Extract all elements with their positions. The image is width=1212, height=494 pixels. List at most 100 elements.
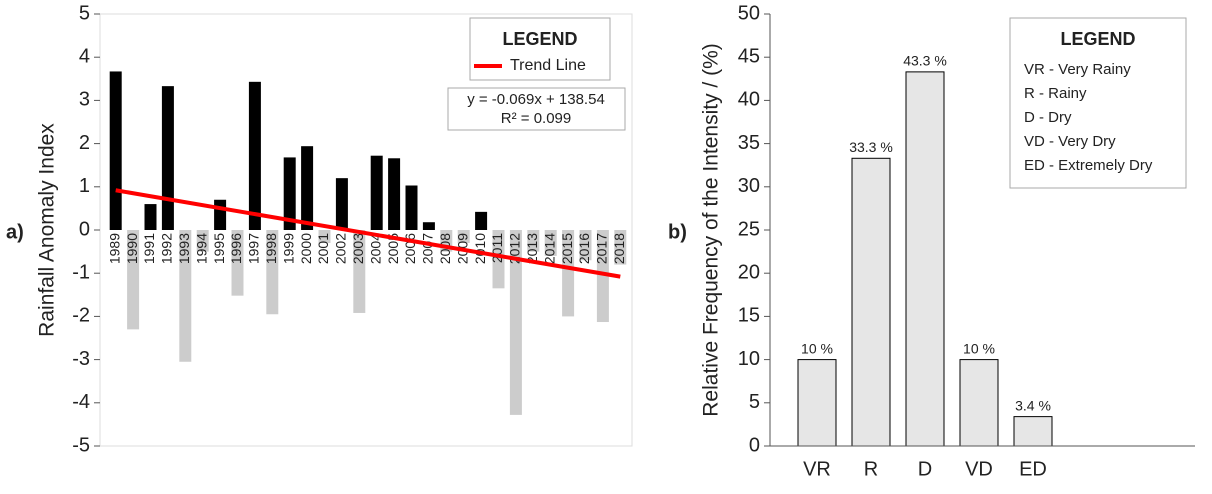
legend-entry: VR - Very Rainy xyxy=(1024,61,1131,78)
bar xyxy=(405,185,418,230)
bar xyxy=(509,230,522,415)
x-tick-label: 2013 xyxy=(524,233,540,264)
bar xyxy=(959,359,999,447)
x-tick-label: 1996 xyxy=(228,233,244,264)
x-tick-label: 2010 xyxy=(472,233,488,264)
legend-entry: VD - Very Dry xyxy=(1024,133,1116,150)
x-tick-label: D xyxy=(918,458,932,480)
bar xyxy=(370,155,383,230)
x-tick-label: 2003 xyxy=(350,233,366,264)
bar xyxy=(231,230,244,296)
legend-box xyxy=(1009,17,1187,189)
legend-box xyxy=(469,17,611,81)
bar xyxy=(457,230,470,243)
bar xyxy=(127,230,140,330)
data-label: 3.4 % xyxy=(1015,397,1051,413)
y-axis-label: Relative Frequency of the Intensity / (%… xyxy=(700,43,723,417)
x-tick-label: VR xyxy=(803,458,831,480)
x-tick-label: 2001 xyxy=(315,233,331,264)
y-tick-label: 3 xyxy=(79,89,90,111)
bar xyxy=(161,86,174,230)
y-tick-label: 25 xyxy=(738,218,760,240)
bar xyxy=(283,157,296,230)
bar xyxy=(527,230,540,252)
x-tick-label: 2017 xyxy=(594,233,610,264)
y-axis-label: Rainfall Anomaly Index xyxy=(36,123,59,337)
bar xyxy=(851,157,891,447)
y-tick-label: 10 xyxy=(738,348,760,370)
x-tick-label: 1995 xyxy=(211,233,227,264)
trend-line xyxy=(115,188,621,279)
legend-title: LEGEND xyxy=(502,29,577,49)
data-label: 43.3 % xyxy=(903,53,947,69)
equation-box xyxy=(447,87,626,131)
bar xyxy=(196,230,209,252)
panel-label: b) xyxy=(668,221,687,243)
y-tick-label: 1 xyxy=(79,175,90,197)
bar xyxy=(301,146,314,230)
y-tick-label: -2 xyxy=(72,305,90,327)
x-tick-label: 2004 xyxy=(367,233,383,264)
bar xyxy=(596,230,609,323)
bar xyxy=(614,230,627,265)
y-tick-label: 5 xyxy=(749,391,760,413)
y-tick-label: -4 xyxy=(72,391,90,413)
bar xyxy=(248,81,261,230)
x-tick-label: 1998 xyxy=(263,233,279,264)
legend-entry: ED - Extremely Dry xyxy=(1024,157,1153,174)
y-tick-label: 0 xyxy=(749,434,760,456)
x-tick-label: 2015 xyxy=(559,233,575,264)
y-tick-label: -3 xyxy=(72,348,90,370)
x-tick-label: 1991 xyxy=(141,233,157,264)
data-label: 10 % xyxy=(963,340,995,356)
bar xyxy=(475,211,488,230)
x-tick-label: 2007 xyxy=(420,233,436,264)
bar xyxy=(492,230,505,289)
bar xyxy=(905,71,945,447)
y-tick-label: -5 xyxy=(72,434,90,456)
bar xyxy=(562,230,575,317)
y-tick-label: 45 xyxy=(738,45,760,67)
annotation: y = -0.069x + 138.54 xyxy=(467,91,605,108)
x-tick-label: 1992 xyxy=(159,233,175,264)
bar xyxy=(109,71,122,231)
y-tick-label: 2 xyxy=(79,132,90,154)
bar xyxy=(1013,416,1053,447)
x-tick-label: 2005 xyxy=(385,233,401,264)
x-tick-label: 2000 xyxy=(298,233,314,264)
x-tick-label: 2006 xyxy=(402,233,418,264)
legend-entry: Trend Line xyxy=(510,57,586,74)
data-label: 10 % xyxy=(801,340,833,356)
x-tick-label: 1999 xyxy=(280,233,296,264)
x-tick-label: 2018 xyxy=(611,233,627,264)
y-tick-label: 0 xyxy=(79,218,90,240)
y-tick-label: -1 xyxy=(72,261,90,283)
panel-label: a) xyxy=(6,221,24,243)
x-tick-label: 1997 xyxy=(246,233,262,264)
x-tick-label: 2016 xyxy=(576,233,592,264)
x-tick-label: 2014 xyxy=(541,233,557,264)
y-tick-label: 50 xyxy=(738,2,760,24)
y-tick-label: 30 xyxy=(738,175,760,197)
legend-entry: R - Rainy xyxy=(1024,85,1087,102)
x-tick-label: 1994 xyxy=(193,233,209,264)
bar xyxy=(353,230,366,313)
bar xyxy=(797,359,837,447)
data-label: 33.3 % xyxy=(849,139,893,155)
bar xyxy=(544,230,557,256)
x-tick-label: 1990 xyxy=(124,233,140,264)
y-tick-label: 35 xyxy=(738,132,760,154)
y-tick-label: 40 xyxy=(738,89,760,111)
x-tick-label: VD xyxy=(965,458,993,480)
y-tick-label: 15 xyxy=(738,305,760,327)
bar xyxy=(214,199,227,230)
bar xyxy=(388,158,401,230)
y-tick-label: 5 xyxy=(79,2,90,24)
x-tick-label: ED xyxy=(1019,458,1047,480)
bar xyxy=(266,230,279,315)
legend-entry: D - Dry xyxy=(1024,109,1072,126)
x-tick-label: R xyxy=(864,458,878,480)
x-tick-label: 2002 xyxy=(333,233,349,264)
y-tick-label: 20 xyxy=(738,261,760,283)
